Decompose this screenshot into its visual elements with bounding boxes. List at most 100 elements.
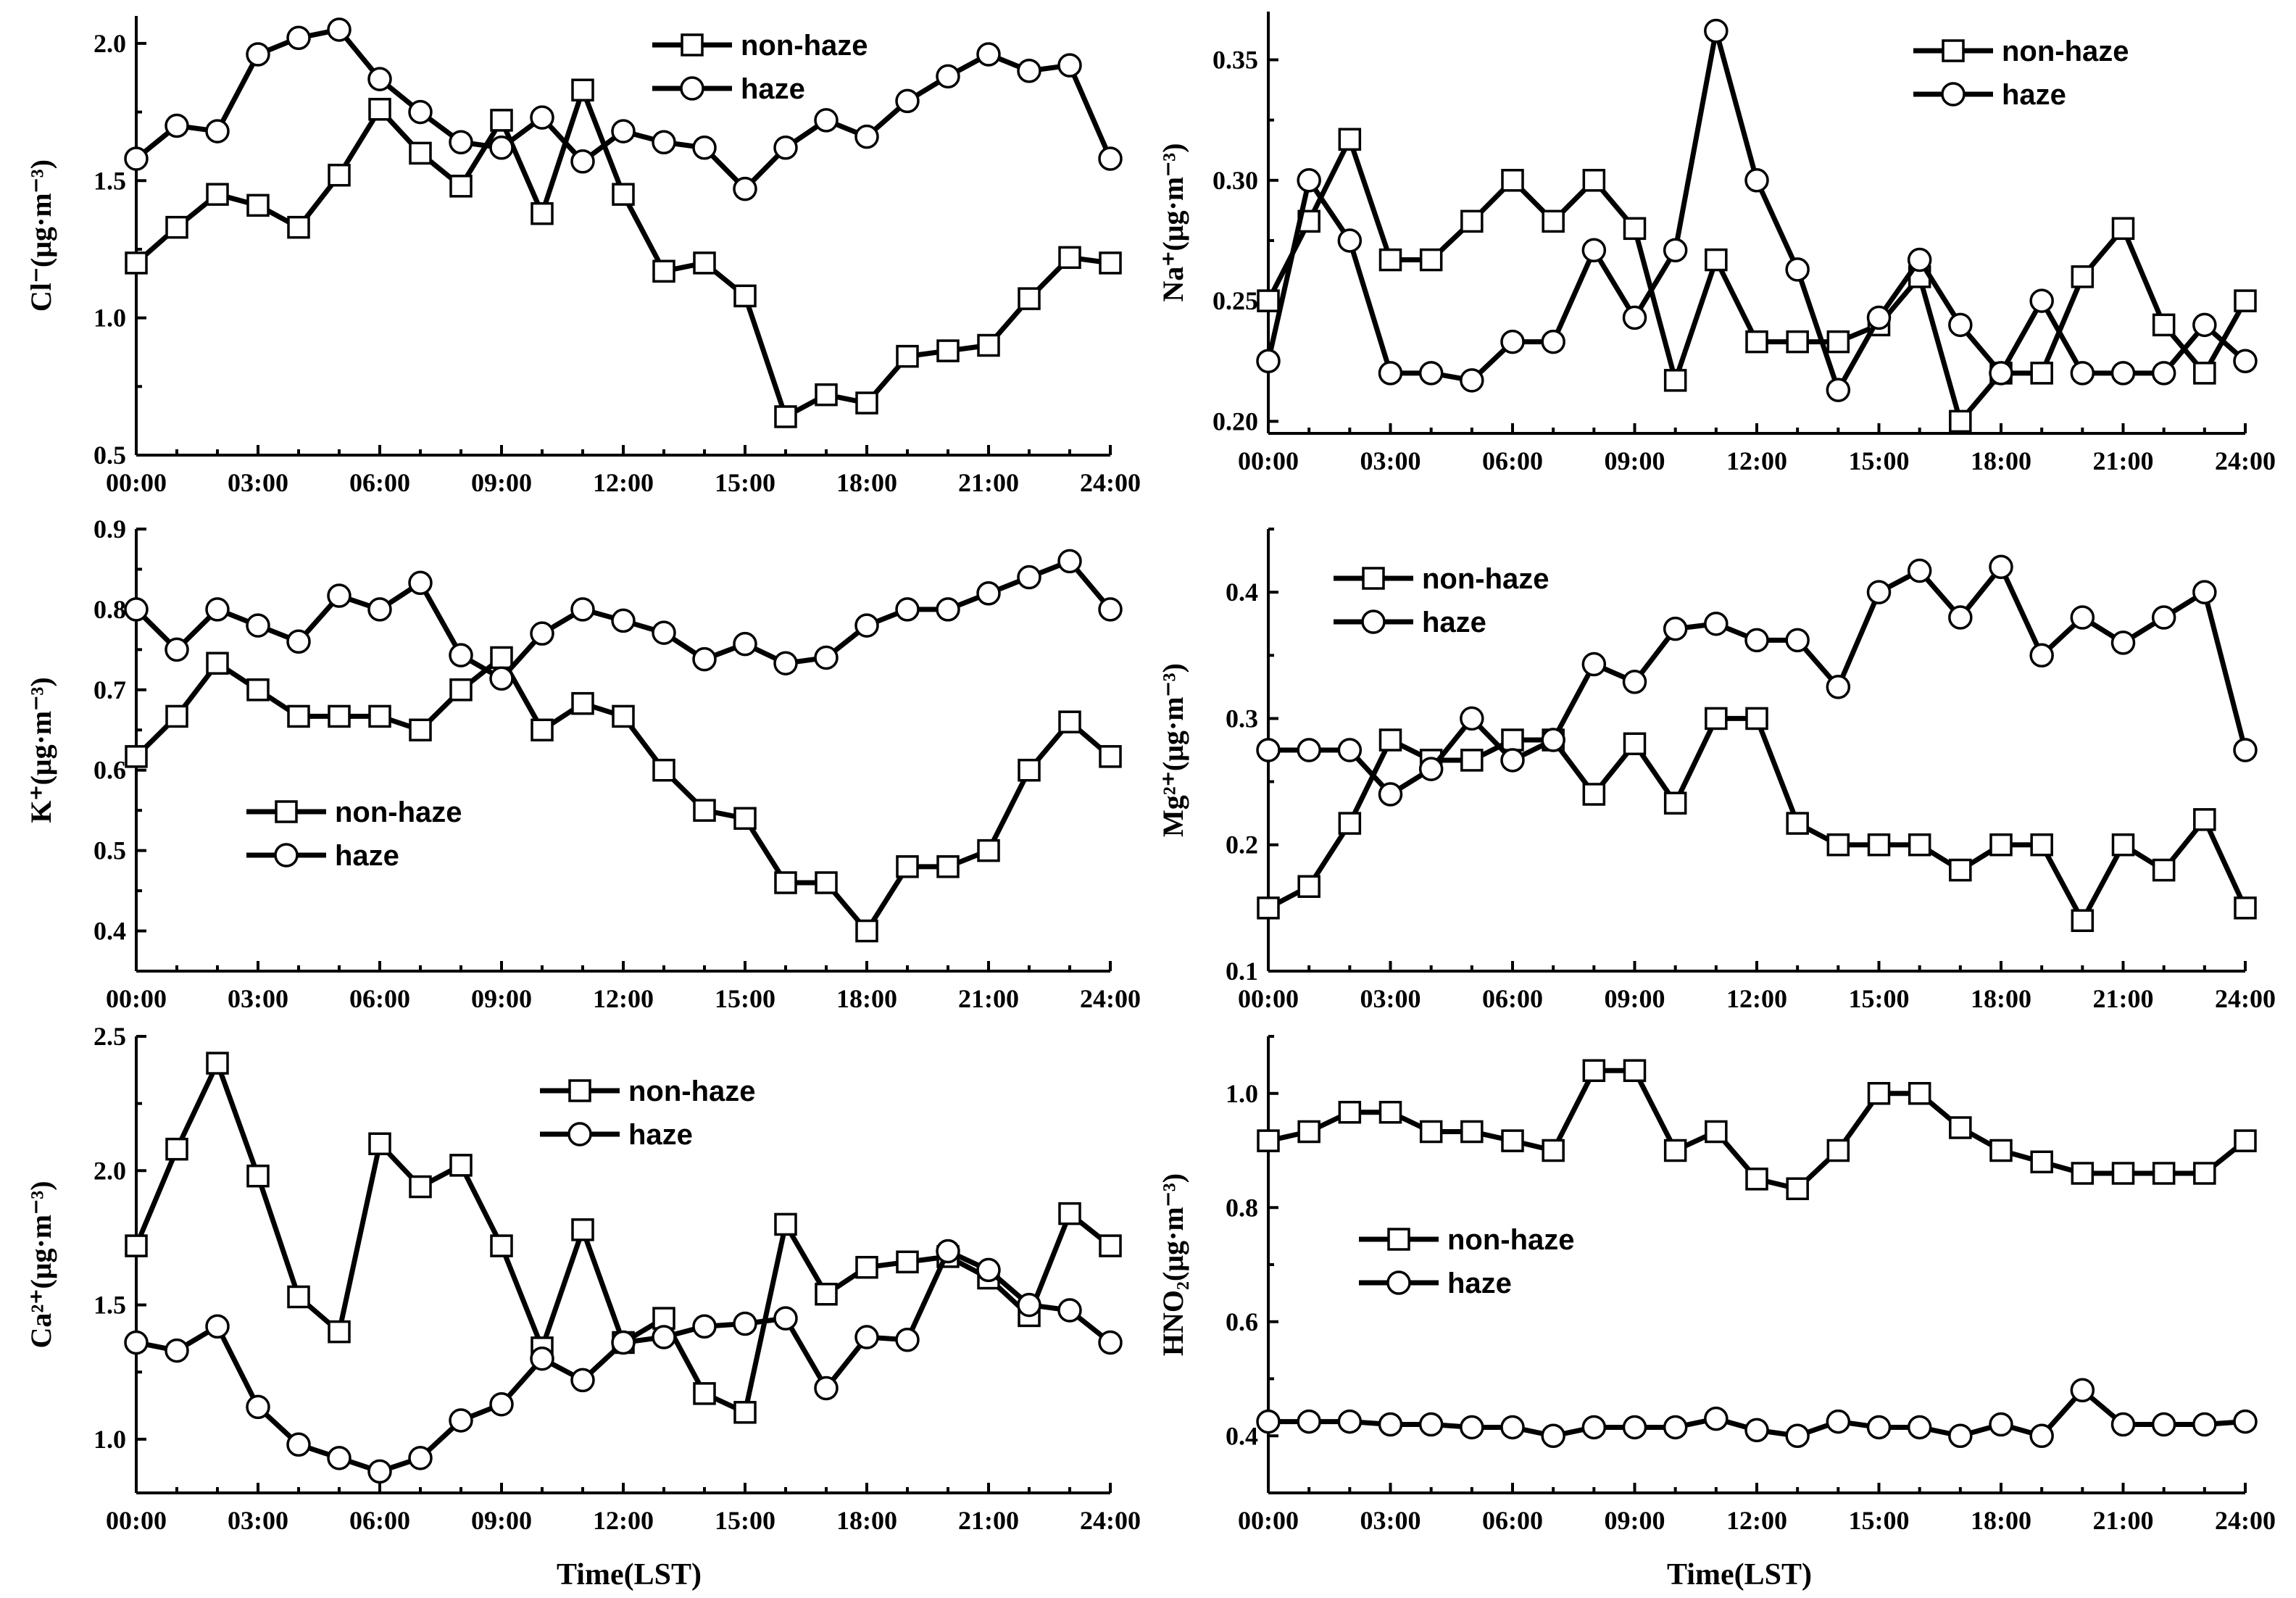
data-point-non-haze xyxy=(1663,791,1687,815)
data-point-non-haze xyxy=(652,758,675,782)
y-tick-label: 1.5 xyxy=(93,166,126,195)
data-point-non-haze xyxy=(855,1255,878,1279)
panel-mg: 00:00 03:00 06:00 09:00 12:00 15:00 18:00 21:00… xyxy=(1157,528,2276,1013)
data-point-non-haze xyxy=(531,201,554,225)
data-point-non-haze xyxy=(1949,409,1972,433)
data-point-haze xyxy=(1622,670,1647,694)
x-tick-label: 12:00 xyxy=(1726,1506,1787,1535)
data-point-haze xyxy=(246,1394,270,1420)
x-axis-title-left: Time(LST) xyxy=(557,1558,702,1591)
data-point-haze xyxy=(2192,312,2217,338)
data-point-non-haze xyxy=(571,1218,594,1241)
data-point-non-haze xyxy=(1786,812,1809,835)
data-point-non-haze xyxy=(165,704,188,728)
x-tick-label: 06:00 xyxy=(349,468,410,497)
data-point-haze xyxy=(1785,628,1810,653)
series-non-haze xyxy=(1257,1059,2257,1201)
data-point-non-haze xyxy=(1623,732,1647,756)
data-point-haze xyxy=(1017,565,1041,590)
data-point-non-haze xyxy=(896,855,919,878)
legend-marker-non-haze xyxy=(568,1079,591,1102)
data-point-haze xyxy=(449,130,473,154)
x-tick-label: 00:00 xyxy=(106,468,167,497)
data-point-haze xyxy=(570,597,595,622)
legend: non-haze haze xyxy=(1913,36,2129,111)
data-point-haze xyxy=(976,42,1001,67)
data-point-non-haze xyxy=(1378,1100,1402,1124)
y-tick-label: 0.25 xyxy=(1213,286,1258,315)
data-point-non-haze xyxy=(733,284,757,308)
data-point-haze xyxy=(611,119,636,143)
data-point-non-haze xyxy=(2152,1162,2176,1185)
data-point-non-haze xyxy=(1786,1177,1809,1201)
y-tick-label: 1.5 xyxy=(93,1291,126,1320)
x-tick-label: 00:00 xyxy=(1238,1506,1299,1535)
series-non-haze xyxy=(125,78,1122,428)
data-point-non-haze xyxy=(246,678,270,702)
data-point-non-haze xyxy=(1542,1139,1565,1162)
x-tick-label: 15:00 xyxy=(715,1506,775,1535)
data-point-non-haze xyxy=(206,652,229,675)
data-point-haze xyxy=(652,1325,676,1349)
data-point-non-haze xyxy=(896,1250,919,1274)
data-point-haze xyxy=(1581,1415,1607,1440)
data-point-haze xyxy=(367,597,392,622)
data-point-haze xyxy=(936,64,960,89)
data-point-haze xyxy=(976,1257,1001,1283)
data-point-non-haze xyxy=(977,838,1000,862)
data-point-haze xyxy=(1460,1415,1484,1440)
data-point-non-haze xyxy=(652,259,675,283)
data-point-non-haze xyxy=(125,251,148,275)
x-tick-label: 06:00 xyxy=(349,984,410,1013)
data-point-non-haze xyxy=(287,215,310,239)
data-point-non-haze xyxy=(1460,749,1484,772)
data-point-non-haze xyxy=(1501,728,1524,752)
series-line-non-haze xyxy=(133,1060,1112,1415)
legend-marker-non-haze xyxy=(1387,1228,1410,1251)
x-tick-label: 21:00 xyxy=(958,984,1019,1013)
data-point-haze xyxy=(814,108,839,133)
y-tick-label: 0.6 xyxy=(93,756,126,785)
data-point-haze xyxy=(2029,643,2054,668)
data-point-non-haze xyxy=(246,193,270,217)
data-point-non-haze xyxy=(571,78,594,102)
data-point-haze xyxy=(124,597,149,622)
legend-marker-haze xyxy=(1386,1270,1411,1295)
data-point-non-haze xyxy=(2234,896,2257,920)
x-tick-label: 15:00 xyxy=(1849,446,1910,475)
data-point-non-haze xyxy=(2071,909,2095,933)
series-line-non-haze xyxy=(1267,715,2248,923)
data-point-non-haze xyxy=(287,704,310,728)
data-point-non-haze xyxy=(2152,858,2176,882)
legend-marker-non-haze xyxy=(1942,39,1965,62)
data-point-non-haze xyxy=(977,333,1000,357)
data-point-haze xyxy=(489,666,514,691)
data-point-non-haze xyxy=(1018,758,1041,782)
x-tick-label: 06:00 xyxy=(1482,446,1543,475)
data-point-non-haze xyxy=(1949,858,1972,882)
data-point-haze xyxy=(1460,706,1484,731)
data-point-haze xyxy=(1581,652,1607,677)
panel-hno2: 00:00 03:00 06:00 09:00 12:00 15:00 18:00 21:00… xyxy=(1157,1035,2276,1535)
data-point-haze xyxy=(286,25,311,51)
panel-k: 00:00 03:00 06:00 09:00 12:00 15:00 18:00 21:00… xyxy=(25,515,1141,1013)
data-point-haze xyxy=(1989,554,2013,580)
data-point-non-haze xyxy=(1297,1120,1320,1144)
x-tick-label: 24:00 xyxy=(2215,446,2276,475)
data-point-non-haze xyxy=(693,1382,716,1405)
data-point-non-haze xyxy=(1460,1120,1484,1144)
legend-label-haze: haze xyxy=(2002,79,2066,111)
data-point-haze xyxy=(1826,378,1851,402)
data-point-haze xyxy=(1948,1423,1973,1448)
data-point-non-haze xyxy=(1018,287,1041,310)
data-point-non-haze xyxy=(125,745,148,768)
data-point-haze xyxy=(895,88,920,114)
x-tick-label: 06:00 xyxy=(1482,1506,1543,1535)
data-point-non-haze xyxy=(1257,289,1280,312)
data-point-non-haze xyxy=(774,405,797,428)
data-point-haze xyxy=(2151,1412,2176,1437)
legend-label-haze: haze xyxy=(741,73,805,105)
data-point-haze xyxy=(1017,59,1041,83)
data-point-haze xyxy=(2070,361,2095,386)
panel-cl: 00:00 03:00 06:00 09:00 12:00 15:00 18:00 21:00… xyxy=(25,16,1141,497)
